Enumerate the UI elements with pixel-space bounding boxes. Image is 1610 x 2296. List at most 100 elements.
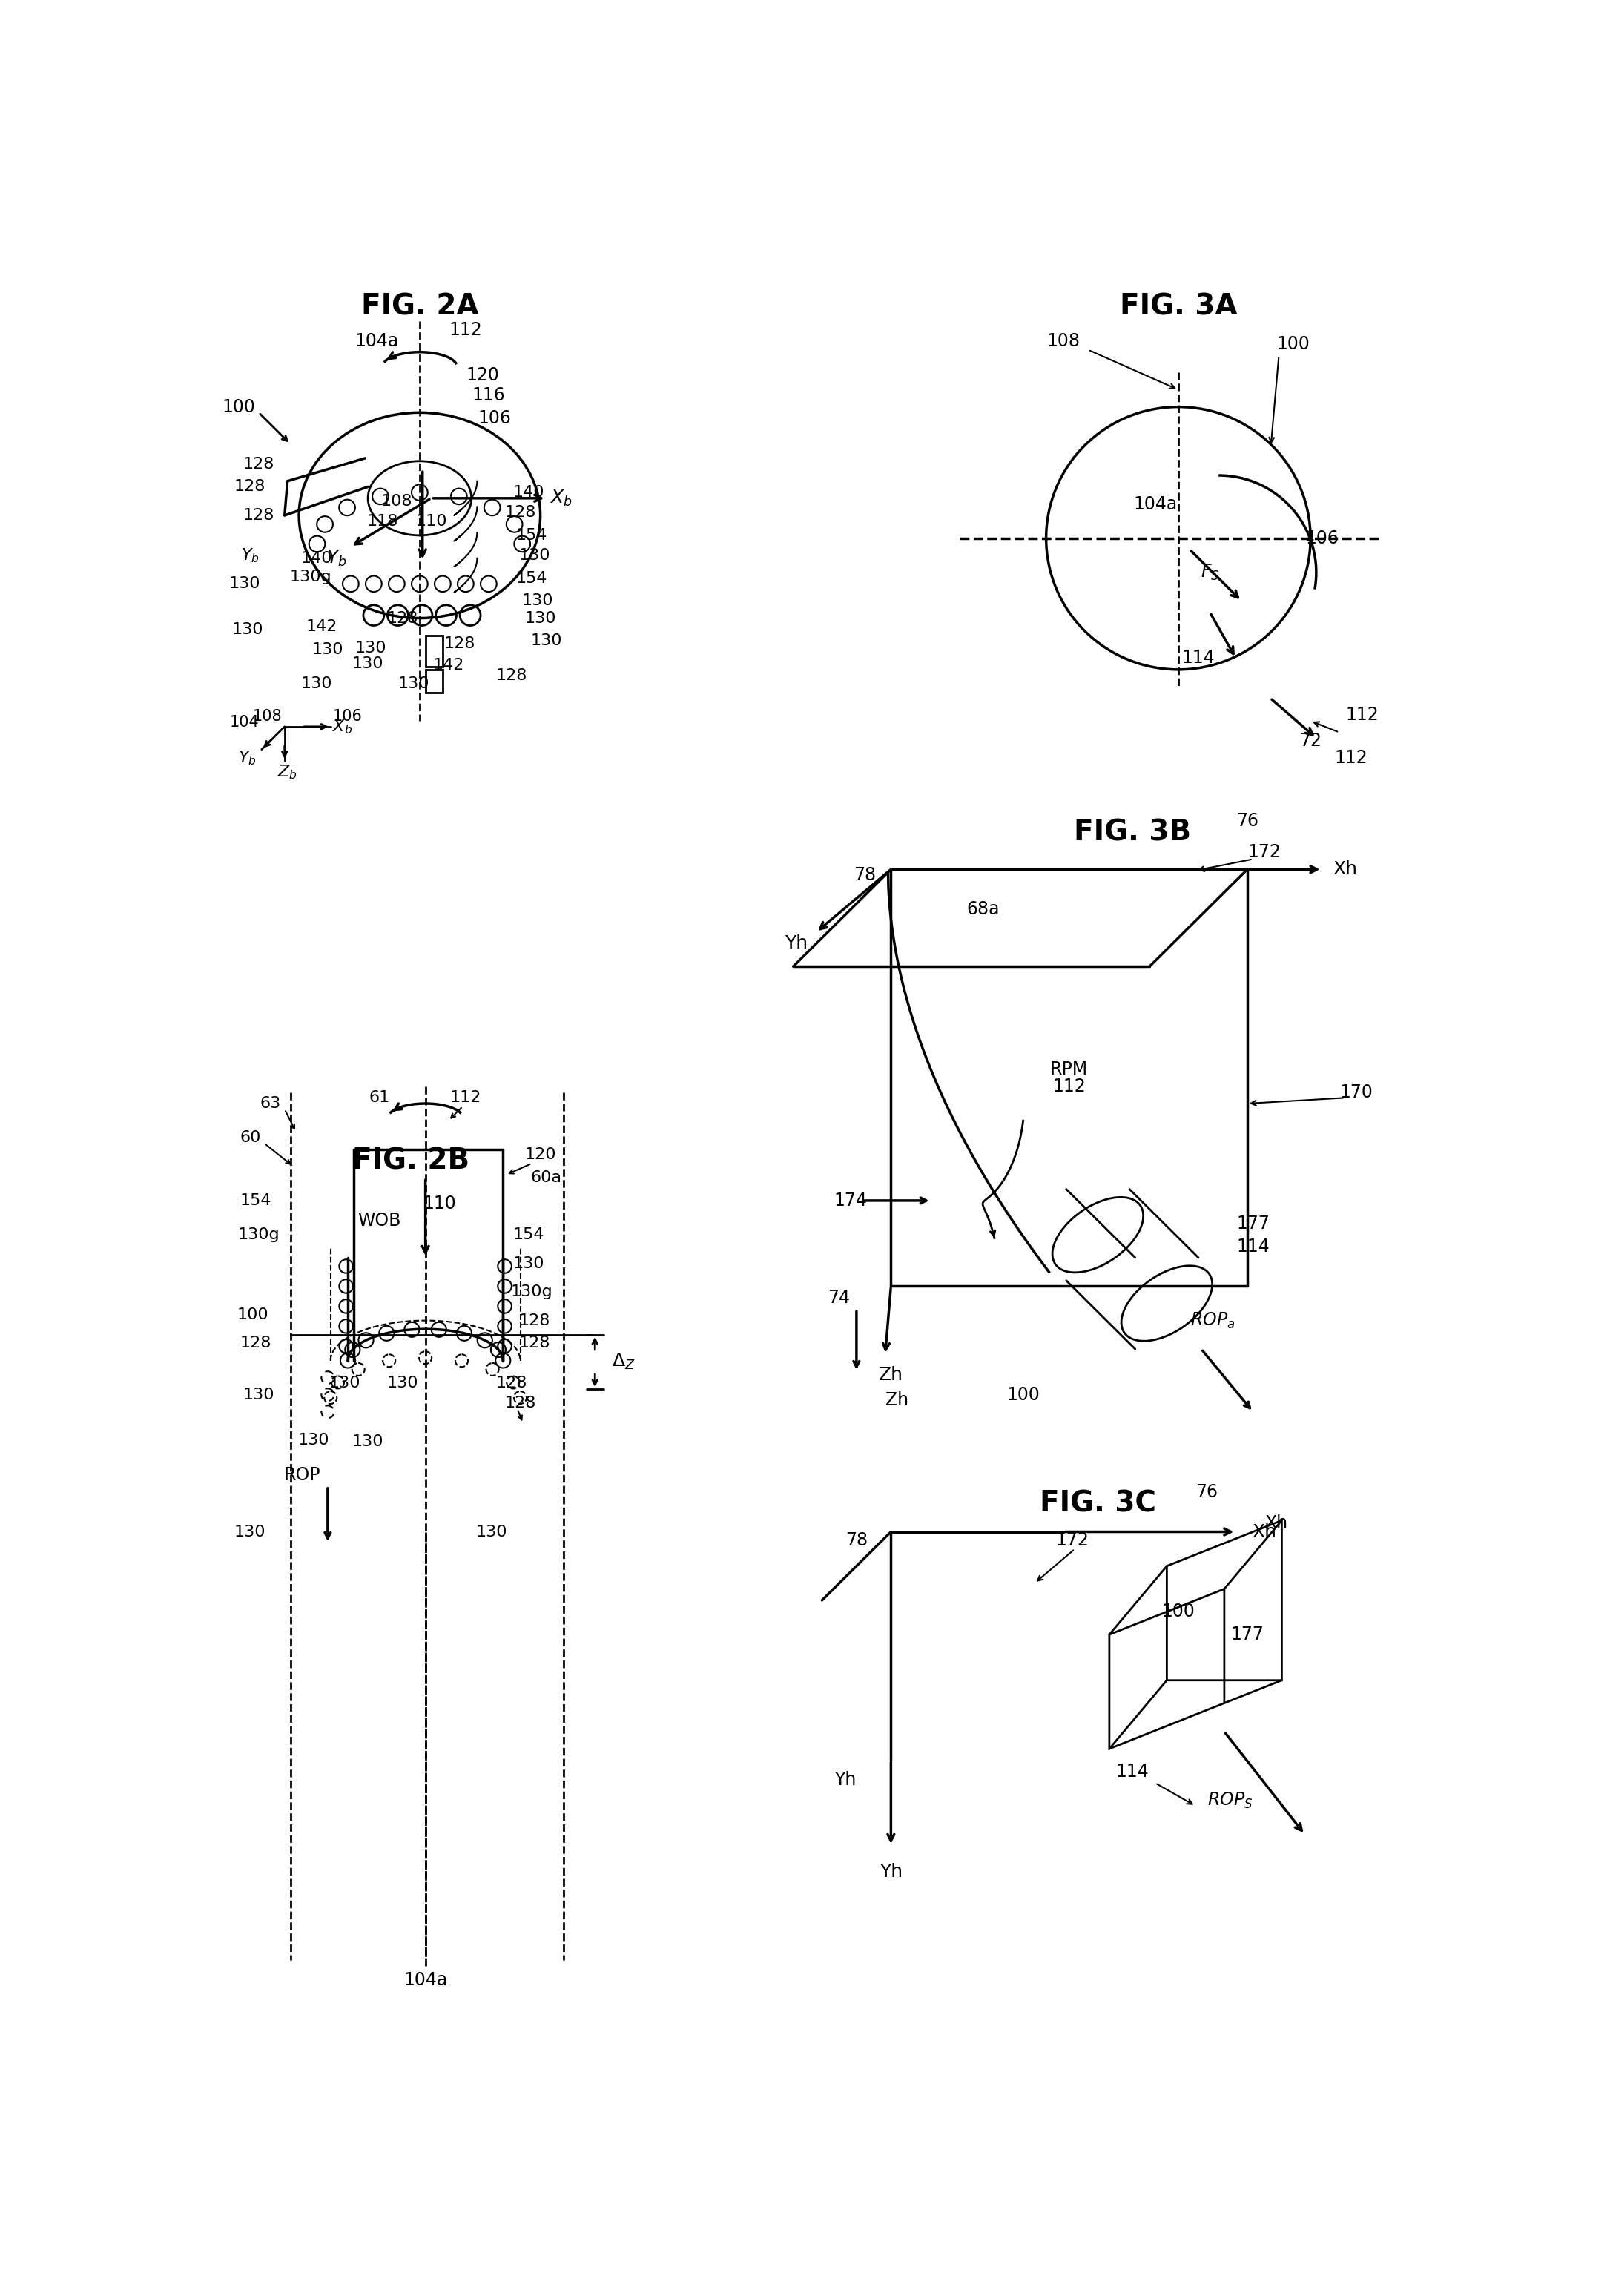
Text: Zh: Zh [886, 1391, 908, 1410]
Text: 140: 140 [301, 551, 332, 565]
Text: 104a: 104a [354, 333, 399, 349]
Text: 130: 130 [356, 641, 386, 654]
Text: 112: 112 [1053, 1077, 1085, 1095]
Text: 170: 170 [1340, 1084, 1373, 1102]
Text: 128: 128 [444, 636, 475, 652]
Text: 130: 130 [229, 576, 261, 592]
Text: 130: 130 [235, 1525, 266, 1538]
Text: 130: 130 [518, 549, 551, 563]
Text: 154: 154 [515, 572, 547, 585]
Text: 61: 61 [369, 1091, 390, 1104]
Text: 130: 130 [475, 1525, 507, 1538]
Text: 108: 108 [1046, 333, 1080, 349]
Text: 60a: 60a [531, 1171, 562, 1185]
Text: 63: 63 [259, 1095, 280, 1111]
Text: WOB: WOB [357, 1212, 401, 1228]
Text: 130: 130 [386, 1375, 419, 1391]
Text: $Z_b$: $Z_b$ [277, 765, 298, 781]
Text: 130: 130 [312, 643, 343, 657]
Text: 130: 130 [232, 622, 262, 636]
Text: FIG. 2B: FIG. 2B [353, 1146, 470, 1176]
Text: 120: 120 [467, 367, 499, 383]
Text: Zh: Zh [879, 1366, 903, 1384]
Text: $X_b$: $X_b$ [549, 489, 572, 507]
Text: 110: 110 [423, 1194, 456, 1212]
Text: 128: 128 [386, 611, 419, 625]
Text: 116: 116 [472, 386, 506, 404]
Text: Xh: Xh [1333, 861, 1357, 879]
Text: 172: 172 [1248, 843, 1282, 861]
Text: 128: 128 [504, 1396, 536, 1410]
Text: 130: 130 [353, 657, 383, 670]
Text: 154: 154 [514, 1228, 544, 1242]
Text: 104a: 104a [1133, 496, 1177, 512]
Text: 128: 128 [240, 1336, 272, 1350]
Text: 100: 100 [1006, 1387, 1040, 1403]
Text: 174: 174 [834, 1192, 868, 1210]
Text: 100: 100 [1162, 1603, 1195, 1621]
Text: FIG. 3A: FIG. 3A [1119, 294, 1236, 321]
Text: 74: 74 [828, 1288, 850, 1306]
Bar [425, 636, 443, 666]
Text: 128: 128 [243, 457, 274, 471]
Text: 154: 154 [515, 528, 547, 542]
Text: 128: 128 [518, 1313, 551, 1327]
Text: 130g: 130g [290, 569, 332, 585]
Text: 130: 130 [353, 1435, 383, 1449]
Text: Yh: Yh [784, 934, 808, 953]
Text: $\Delta_Z$: $\Delta_Z$ [612, 1352, 636, 1371]
Text: 112: 112 [1346, 707, 1378, 723]
Text: 106: 106 [1306, 530, 1338, 546]
Text: 130g: 130g [238, 1228, 280, 1242]
Text: 130: 130 [398, 677, 430, 691]
Text: 60: 60 [240, 1130, 261, 1146]
Text: 130: 130 [514, 1256, 544, 1270]
Text: FIG. 3C: FIG. 3C [1040, 1490, 1156, 1518]
Text: $Y_b$: $Y_b$ [241, 546, 259, 565]
Text: 177: 177 [1236, 1215, 1270, 1233]
Text: 72: 72 [1299, 732, 1322, 751]
Text: 104: 104 [230, 714, 259, 730]
Text: 130: 130 [530, 634, 562, 647]
Text: $F_S$: $F_S$ [1201, 563, 1219, 583]
Text: 142: 142 [306, 620, 338, 634]
Text: 76: 76 [1196, 1483, 1219, 1502]
Text: FIG. 2A: FIG. 2A [361, 294, 478, 321]
Text: 130g: 130g [510, 1283, 552, 1300]
Text: 114: 114 [1116, 1763, 1150, 1779]
Text: 106: 106 [478, 409, 510, 427]
Text: 128: 128 [235, 480, 266, 494]
Text: 128: 128 [504, 505, 536, 519]
Text: 118: 118 [367, 514, 398, 528]
Text: 172: 172 [1055, 1531, 1088, 1550]
Text: 177: 177 [1230, 1626, 1264, 1644]
Text: 76: 76 [1236, 813, 1259, 829]
Text: 154: 154 [240, 1194, 272, 1208]
Text: 108: 108 [382, 494, 412, 507]
Text: 130: 130 [328, 1375, 361, 1391]
Text: Yh: Yh [879, 1862, 903, 1880]
Text: 128: 128 [496, 668, 528, 682]
Text: 112: 112 [449, 321, 483, 340]
Text: 130: 130 [298, 1433, 328, 1449]
Text: 104a: 104a [404, 1972, 448, 1988]
Text: 130: 130 [301, 677, 332, 691]
Text: 112: 112 [1335, 748, 1367, 767]
Text: Yh: Yh [834, 1770, 857, 1789]
Text: 128: 128 [518, 1336, 551, 1350]
Text: ROP: ROP [283, 1465, 320, 1483]
Text: 100: 100 [1277, 335, 1311, 354]
Text: 114: 114 [1182, 650, 1216, 668]
Bar [425, 670, 443, 693]
Text: Xh: Xh [1264, 1515, 1288, 1531]
Text: 130: 130 [522, 595, 554, 608]
Text: 128: 128 [243, 507, 274, 523]
Text: 130: 130 [243, 1387, 274, 1403]
Text: 78: 78 [845, 1531, 868, 1550]
Text: RPM: RPM [1050, 1061, 1088, 1079]
Text: 112: 112 [449, 1091, 481, 1104]
Text: 108: 108 [253, 709, 282, 723]
Text: 68a: 68a [966, 900, 1000, 918]
Text: 106: 106 [333, 709, 362, 723]
Text: 110: 110 [415, 514, 448, 528]
